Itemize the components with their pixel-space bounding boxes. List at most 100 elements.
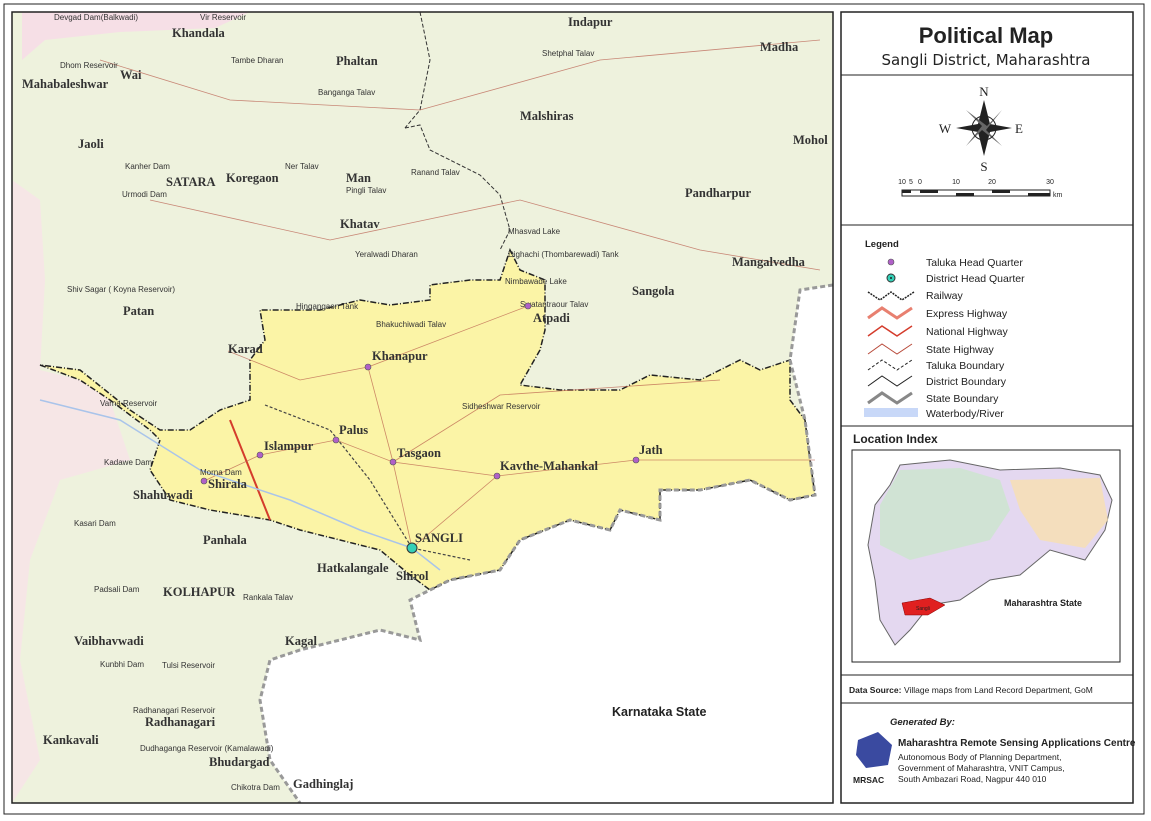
place-label: Madha bbox=[760, 40, 799, 54]
legend-label: District Boundary bbox=[926, 376, 1007, 388]
data-source-text: Village maps from Land Record Department… bbox=[904, 685, 1093, 695]
taluka-hq bbox=[364, 363, 372, 371]
waterbody-label: Morna Dam bbox=[200, 468, 242, 477]
subtitle: Sangli District, Maharashtra bbox=[881, 51, 1090, 69]
place-label: Kavthe-Mahankal bbox=[500, 459, 598, 473]
place-label: Pandharpur bbox=[685, 186, 751, 200]
district-boundary bbox=[404, 124, 511, 251]
karnataka-region bbox=[260, 285, 833, 803]
place-label: SANGLI bbox=[415, 531, 463, 545]
place-label: Phaltan bbox=[336, 54, 378, 68]
waterbody-label: Vir Reservoir bbox=[200, 13, 246, 22]
waterbody-label: Shiv Sagar ( Koyna Reservoir) bbox=[67, 285, 175, 294]
scale-tick-label: 20 bbox=[988, 179, 996, 186]
map: Karnataka State Devgad Dam(Balkwadi) Vir … bbox=[11, 11, 834, 804]
scale-tick-label: 10 bbox=[898, 179, 906, 186]
legend-label: National Highway bbox=[926, 326, 1008, 338]
legend-symbol bbox=[890, 277, 892, 279]
taluka-hq bbox=[200, 477, 208, 485]
legend-label: District Head Quarter bbox=[926, 273, 1025, 285]
place-label: Khanapur bbox=[372, 349, 428, 363]
waterbody-label: Chikotra Dam bbox=[231, 783, 280, 792]
legend-label: State Highway bbox=[926, 344, 994, 356]
waterbody-label: Radhanagari Reservoir bbox=[133, 706, 216, 715]
scale-seg bbox=[902, 190, 911, 193]
waterbody-label: Hingangaon Tank bbox=[296, 302, 359, 311]
waterbody-label: Devgad Dam(Balkwadi) bbox=[54, 13, 138, 22]
scale-seg bbox=[1028, 193, 1050, 196]
waterbody-label: Yeralwadi Dharan bbox=[355, 250, 418, 259]
place-label: Khatav bbox=[340, 217, 380, 231]
place-label: KOLHAPUR bbox=[163, 585, 236, 599]
scale-tick-label: 0 bbox=[918, 179, 922, 186]
place-label: Islampur bbox=[264, 439, 314, 453]
place-label: Malshiras bbox=[520, 109, 574, 123]
district-label: Sangli bbox=[916, 606, 930, 612]
state-boundary bbox=[258, 283, 833, 803]
region-label: Karnataka State bbox=[612, 705, 707, 719]
place-label: Hatkalangale bbox=[317, 561, 389, 575]
legend-symbol bbox=[867, 291, 915, 301]
place-label: Jaoli bbox=[78, 137, 104, 151]
place-label: Gadhinglaj bbox=[293, 777, 353, 791]
place-label: Wai bbox=[120, 68, 142, 82]
districts bbox=[880, 468, 1010, 560]
waterbody-label: Shetphal Talav bbox=[542, 49, 594, 58]
compass-star bbox=[966, 110, 1002, 146]
place-label: Radhanagari bbox=[145, 715, 216, 729]
logo-text: MRSAC bbox=[853, 775, 884, 785]
scale-tick-label: 30 bbox=[1046, 179, 1054, 186]
railway bbox=[264, 404, 471, 561]
legend-label: Taluka Head Quarter bbox=[926, 257, 1023, 269]
legend-label: Railway bbox=[926, 290, 964, 302]
place-label: Koregaon bbox=[226, 171, 279, 185]
waterbody-label: Dudhaganga Reservoir (Kamalawadi) bbox=[140, 744, 274, 753]
place-label: Man bbox=[346, 171, 371, 185]
place-label: SATARA bbox=[166, 175, 216, 189]
legend-symbol bbox=[867, 359, 913, 371]
outer-frame bbox=[3, 3, 1145, 815]
taluka-hq bbox=[632, 456, 640, 464]
scale-seg bbox=[920, 190, 938, 193]
legend-symbol bbox=[867, 375, 913, 387]
waterbody-label: Ner Talav bbox=[285, 162, 319, 171]
place-label: Atpadi bbox=[533, 311, 570, 325]
legend-label: Express Highway bbox=[926, 308, 1008, 320]
title: Political Map bbox=[919, 23, 1053, 48]
waterbody-label: Nimbawade Lake bbox=[505, 277, 567, 286]
compass-w: W bbox=[939, 121, 952, 136]
legend-symbol bbox=[867, 306, 913, 320]
taluka-hq bbox=[256, 451, 264, 459]
place-label: Vaibhavwadi bbox=[74, 634, 144, 648]
scale-seg bbox=[992, 190, 1010, 193]
place-label: Patan bbox=[123, 304, 154, 318]
state-label: Maharashtra State bbox=[1004, 598, 1082, 608]
waterbody-label: Kanher Dam bbox=[125, 162, 170, 171]
districts bbox=[1010, 478, 1108, 548]
credit-line: Government of Maharashtra, VNIT Campus, bbox=[898, 763, 1065, 773]
waterbody-label: Ranand Talav bbox=[411, 168, 460, 177]
compass: N E S W bbox=[939, 84, 1023, 174]
place-label: Sangola bbox=[632, 284, 675, 298]
legend: Taluka Head Quarter District Head Quarter… bbox=[864, 257, 1025, 420]
place-label: Kagal bbox=[285, 634, 317, 648]
place-label: Palus bbox=[339, 423, 368, 437]
scale-seg bbox=[956, 193, 974, 196]
credit-line: South Ambazari Road, Nagpur 440 010 bbox=[898, 774, 1047, 784]
map-frame bbox=[11, 11, 834, 804]
location-title: Location Index bbox=[853, 432, 938, 446]
pune-region bbox=[22, 12, 250, 60]
waterbody-label: Banganga Talav bbox=[318, 88, 375, 97]
scale-bar: km 10 5 0 10 20 30 bbox=[898, 179, 1062, 199]
legend-symbol bbox=[867, 391, 913, 405]
sangli-highlight bbox=[901, 597, 946, 616]
national-highway bbox=[229, 419, 271, 521]
legend-symbol bbox=[867, 325, 913, 337]
taluka-hq bbox=[493, 472, 501, 480]
ratnagiri-region bbox=[12, 180, 130, 803]
place-label: Mahabaleshwar bbox=[22, 77, 109, 91]
data-source-label: Data Source: bbox=[849, 685, 902, 695]
place-label: Mohol bbox=[793, 133, 828, 147]
place-label: Khandala bbox=[172, 26, 226, 40]
